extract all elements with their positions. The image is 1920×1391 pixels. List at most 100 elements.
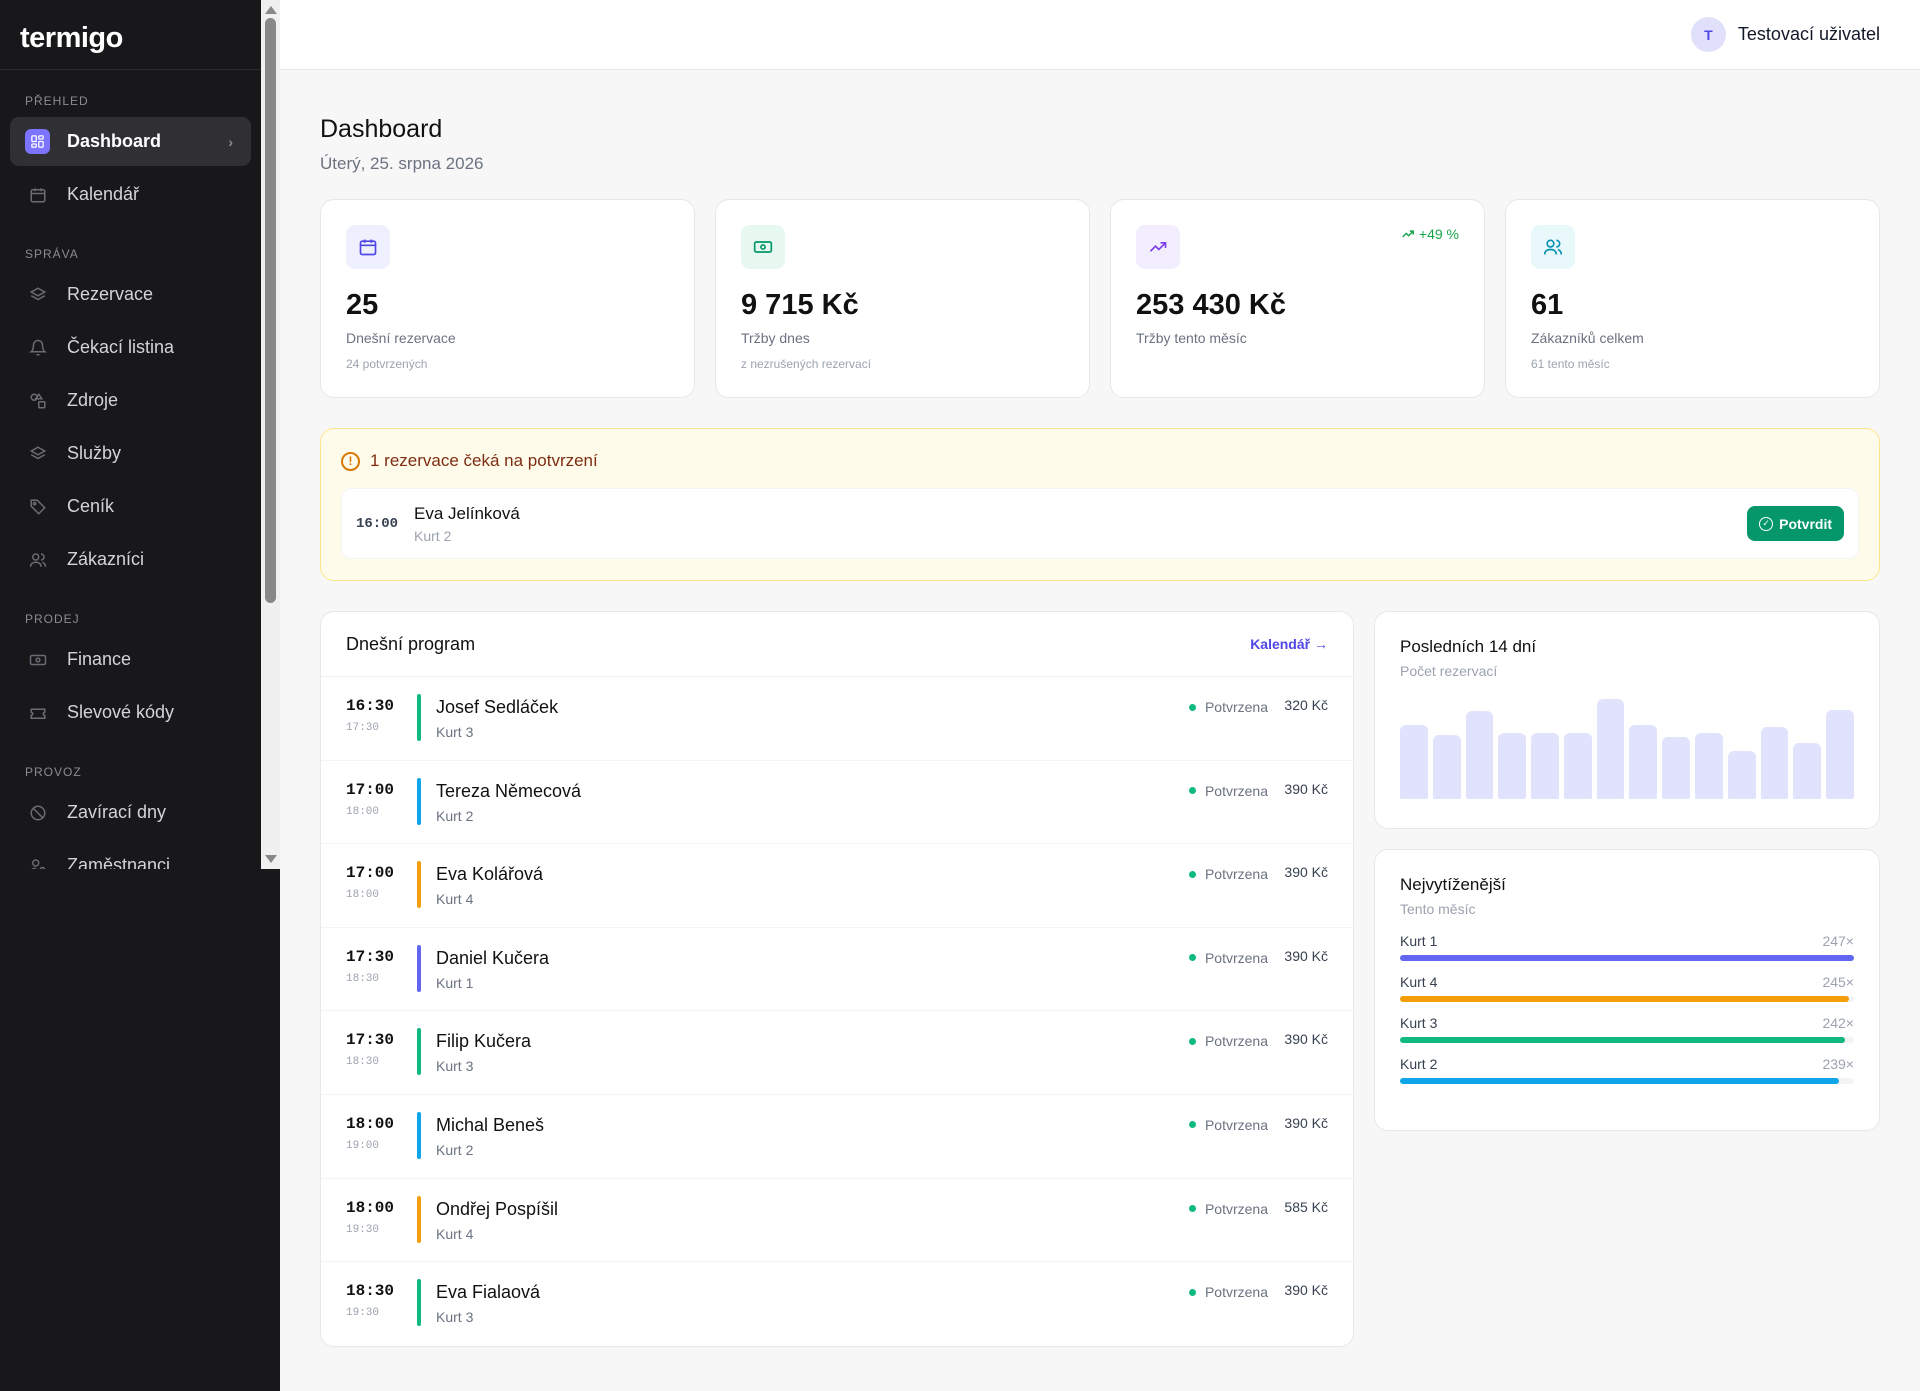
status-label: Potvrzena — [1204, 1284, 1268, 1301]
price: 390 Kč — [1284, 1031, 1328, 1048]
sidebar-item-slevove-kody[interactable]: Slevové kódy — [10, 688, 251, 737]
chart-bar — [1629, 725, 1658, 799]
sidebar-item-cenik[interactable]: Ceník — [10, 482, 251, 531]
chart-bar — [1465, 711, 1494, 799]
app-logo[interactable]: termigo — [0, 0, 261, 70]
pending-header: ! 1 rezervace čeká na potvrzení — [341, 451, 1859, 471]
pending-info: Eva Jelínková Kurt 2 — [414, 504, 520, 544]
status-label: Potvrzena — [1204, 782, 1268, 799]
status-dot — [1188, 870, 1196, 878]
pending-reservation[interactable]: 16:00 Eva Jelínková Kurt 2 ✓ Potvrdit — [341, 488, 1859, 559]
chart-bar — [1826, 710, 1854, 799]
confirm-label: Potvrdit — [1779, 515, 1832, 532]
resource-color-bar — [417, 1111, 421, 1159]
avatar[interactable]: T — [1690, 17, 1726, 52]
busiest-item: Kurt 3 242× — [1400, 1015, 1854, 1043]
banknote-icon — [741, 225, 785, 269]
page-title: Dashboard — [320, 115, 443, 143]
end-time: 18:30 — [346, 1056, 380, 1069]
scroll-thumb[interactable] — [265, 18, 276, 603]
scroll-down-arrow-icon[interactable] — [265, 855, 277, 863]
sidebar-nav: Přehled Dashboard › Kalendář Správa Rezervace… — [0, 70, 261, 869]
lower-section: Dnešní program Kalendář → 16:30 17:30 Jose… — [320, 611, 1880, 1347]
stat-value: 253 430 Kč — [1136, 289, 1286, 321]
program-row[interactable]: 18:30 19:30 Eva Fialaová Kurt 3 Potvrzena 390… — [321, 1262, 1353, 1346]
resource-color-bar — [417, 694, 421, 741]
card-subtitle: Tento měsíc — [1400, 901, 1476, 917]
chart-bar — [1531, 733, 1559, 799]
confirm-button[interactable]: ✓ Potvrdit — [1747, 506, 1844, 541]
status-badge: Potvrzena — [1188, 866, 1268, 883]
start-time: 17:00 — [346, 864, 395, 883]
price: 390 Kč — [1284, 947, 1328, 964]
card-title: Posledních 14 dní — [1400, 637, 1537, 656]
program-row[interactable]: 17:00 18:00 Eva Kolářová Kurt 4 Potvrzena 390… — [321, 844, 1353, 928]
customer-name: Filip Kučera — [436, 1031, 532, 1052]
sidebar-item-finance[interactable]: Finance — [10, 635, 251, 684]
progress-track — [1400, 955, 1854, 961]
stat-sub: z nezrušených rezervací — [741, 357, 872, 371]
sidebar-item-label: Zdroje — [67, 390, 119, 410]
right-column: Posledních 14 dní Počet rezervací Nejvyt… — [1374, 611, 1880, 1347]
customer-name: Ondřej Pospíšil — [436, 1198, 559, 1219]
progress-fill — [1400, 996, 1850, 1002]
chart-bar — [1596, 699, 1625, 799]
chart-bar — [1760, 727, 1789, 799]
program-row[interactable]: 17:30 18:30 Filip Kučera Kurt 3 Potvrzena 390… — [321, 1011, 1353, 1095]
sidebar-item-zaviraci-dny[interactable]: Zavírací dny — [10, 788, 251, 837]
sidebar-item-cekaci-listina[interactable]: Čekací listina — [10, 323, 251, 372]
chart-bar — [1498, 733, 1527, 799]
program-row[interactable]: 16:30 17:30 Josef Sedláček Kurt 3 Potvrzena 3… — [321, 677, 1353, 761]
status-label: Potvrzena — [1204, 866, 1268, 883]
sidebar-item-zakaznici[interactable]: Zákazníci — [10, 535, 251, 584]
sidebar-item-label: Zákazníci — [67, 549, 145, 569]
sidebar-scrollbar[interactable] — [261, 0, 280, 869]
sidebar-item-kalendar[interactable]: Kalendář — [10, 170, 251, 219]
nav-section: Provoz Zavírací dny Zaměstnanci — [0, 741, 261, 869]
start-time: 18:30 — [346, 1282, 395, 1301]
stats-row: 25 Dnešní rezervace 24 potvrzených 9 715… — [320, 199, 1880, 398]
stat-value: 25 — [346, 289, 379, 321]
tag-icon — [25, 494, 50, 519]
busiest-item: Kurt 2 239× — [1400, 1056, 1854, 1084]
program-row[interactable]: 17:00 18:00 Tereza Němecová Kurt 2 Potvrzena… — [321, 761, 1353, 845]
nav-section: Správa Rezervace Čekací listina Zdroje Služb… — [0, 223, 261, 584]
status-badge: Potvrzena — [1188, 1201, 1268, 1217]
trend-badge: +49 % — [1401, 226, 1459, 242]
scroll-up-arrow-icon[interactable] — [265, 6, 277, 14]
resource-name: Kurt 4 — [1400, 974, 1438, 990]
sidebar-item-zamestnanci[interactable]: Zaměstnanci — [10, 841, 251, 869]
program-row[interactable]: 18:00 19:00 Michal Beneš Kurt 2 Potvrzena 390… — [321, 1095, 1353, 1179]
status-dot — [1188, 787, 1196, 795]
sidebar-item-dashboard[interactable]: Dashboard › — [10, 117, 251, 166]
main-content: Dashboard Úterý, 25. srpna 2026 25 Dnešn… — [320, 70, 1880, 1347]
status-badge: Potvrzena — [1188, 1284, 1268, 1301]
stat-label: Tržby tento měsíc — [1136, 330, 1247, 346]
shapes-icon — [25, 388, 50, 413]
user-name[interactable]: Testovací uživatel — [1737, 24, 1880, 44]
stat-sub: 61 tento měsíc — [1531, 357, 1610, 371]
chart-bar — [1662, 737, 1691, 799]
sidebar-item-label: Ceník — [67, 496, 115, 516]
alert-circle-icon: ! — [341, 451, 360, 471]
sidebar-item-label: Slevové kódy — [67, 702, 175, 722]
calendar-link[interactable]: Kalendář → — [1250, 636, 1328, 652]
sidebar-item-sluzby[interactable]: Služby — [10, 429, 251, 478]
busiest-item: Kurt 1 247× — [1400, 933, 1854, 961]
status-badge: Potvrzena — [1188, 950, 1268, 966]
chevron-right-icon: › — [228, 133, 233, 150]
busiest-resources-card: Nejvytíženější Tento měsíc Kurt 1 247× Kur… — [1374, 849, 1880, 1131]
ban-icon — [25, 800, 50, 825]
status-dot — [1188, 954, 1196, 962]
user-menu[interactable]: T Testovací uživatel — [1690, 17, 1880, 52]
check-circle-icon: ✓ — [1759, 516, 1774, 531]
program-row[interactable]: 17:30 18:30 Daniel Kučera Kurt 1 Potvrzena 39… — [321, 928, 1353, 1012]
resource-color-bar — [417, 1195, 421, 1243]
program-row[interactable]: 18:00 19:30 Ondřej Pospíšil Kurt 4 Potvrzena… — [321, 1179, 1353, 1263]
sidebar-item-rezervace[interactable]: Rezervace — [10, 270, 251, 319]
resource-name: Kurt 3 — [436, 1058, 474, 1075]
start-time: 18:00 — [346, 1114, 395, 1133]
sidebar-item-zdroje[interactable]: Zdroje — [10, 376, 251, 425]
nav-section: Přehled Dashboard › Kalendář — [0, 70, 261, 219]
customer-name: Josef Sedláček — [436, 697, 559, 717]
